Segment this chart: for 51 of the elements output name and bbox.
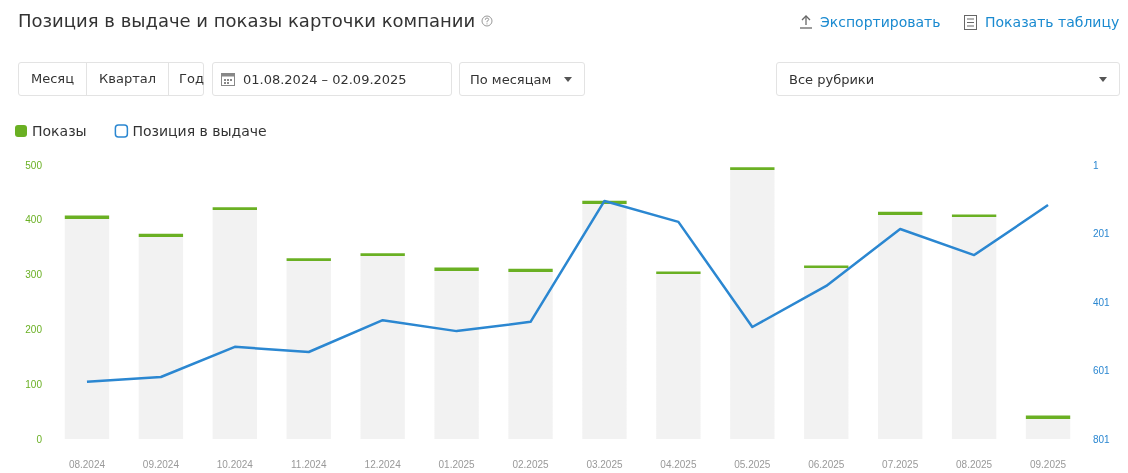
x-tick-label: 11.2024: [291, 458, 327, 470]
text: Показать таблицу: [985, 14, 1120, 30]
chart-title: Позиция в выдаче и показы карточки компании: [18, 10, 476, 31]
text: Экспортировать: [820, 14, 941, 30]
y-tick-label: 500: [25, 159, 43, 171]
bar: [64, 215, 110, 439]
x-tick-label: 01.2025: [438, 458, 476, 470]
y2-tick-label: 801: [1093, 433, 1111, 445]
text: Месяц: [19, 63, 88, 95]
bar: [138, 233, 184, 439]
bar: [656, 271, 701, 439]
bar: [1025, 415, 1071, 439]
y-tick-label: 200: [25, 323, 43, 335]
x-tick-label: 06.2025: [808, 458, 845, 470]
y-tick-label: 300: [25, 269, 43, 281]
bar: [360, 253, 405, 439]
x-tick-label: 03.2025: [586, 458, 623, 470]
x-tick-label: 10.2024: [216, 458, 254, 470]
text: 01.08.2024 – 02.09.2025: [243, 71, 407, 87]
y-tick-label: 0: [36, 433, 43, 445]
bar: [582, 200, 627, 439]
bar: [730, 167, 775, 439]
x-tick-label: 08.2025: [956, 458, 993, 470]
bar: [286, 258, 331, 439]
x-tick-label: 05.2025: [734, 458, 771, 470]
y-tick-label: 100: [25, 378, 43, 390]
bar: [212, 207, 257, 439]
y2-tick-label: 401: [1093, 296, 1111, 308]
y2-tick-label: 601: [1093, 365, 1111, 376]
legend-label: Показы: [32, 123, 87, 139]
x-tick-label: 08.2024: [68, 458, 106, 470]
legend-label: Позиция в выдаче: [132, 123, 267, 139]
bar: [878, 211, 923, 439]
x-tick-label: 04.2025: [660, 458, 697, 470]
text: По месяцам: [470, 71, 552, 87]
x-tick-label: 09.2025: [1029, 458, 1067, 470]
text: Год: [178, 70, 205, 88]
y2-tick-label: 201: [1093, 228, 1111, 239]
text: Все рубрики: [789, 71, 875, 87]
bar: [804, 265, 849, 439]
bar: [434, 267, 479, 439]
bar: [951, 214, 997, 439]
text: Квартал: [87, 63, 169, 95]
x-tick-label: 02.2025: [512, 458, 550, 470]
line-series: [85, 199, 1050, 384]
bar: [508, 268, 553, 439]
x-tick-label: 07.2025: [882, 458, 919, 470]
y-tick-label: 400: [25, 214, 43, 226]
y2-tick-label: 1: [1093, 159, 1099, 171]
x-tick-label: 09.2024: [142, 458, 180, 470]
x-tick-label: 12.2024: [364, 458, 402, 470]
